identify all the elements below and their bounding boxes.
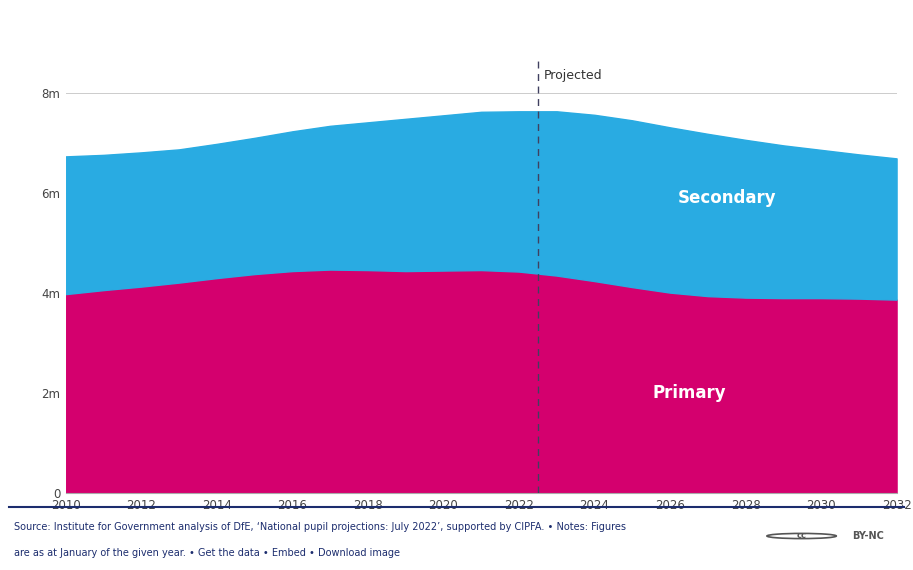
Text: Source: Institute for Government analysis of DfE, ‘National pupil projections: J: Source: Institute for Government analysi… [14, 522, 625, 532]
Text: Secondary: Secondary [677, 189, 776, 207]
Text: are as at January of the given year. • Get the data • Embed • Download image: are as at January of the given year. • G… [14, 548, 400, 558]
Text: Pupils in state-funded schools, actual and projected, 2010–2032: Pupils in state-funded schools, actual a… [20, 17, 669, 35]
Text: cc: cc [797, 531, 806, 540]
Text: Projected: Projected [543, 69, 602, 82]
Text: BY-NC: BY-NC [852, 531, 884, 541]
Text: Primary: Primary [652, 384, 726, 402]
Text: IfG: IfG [834, 10, 887, 42]
